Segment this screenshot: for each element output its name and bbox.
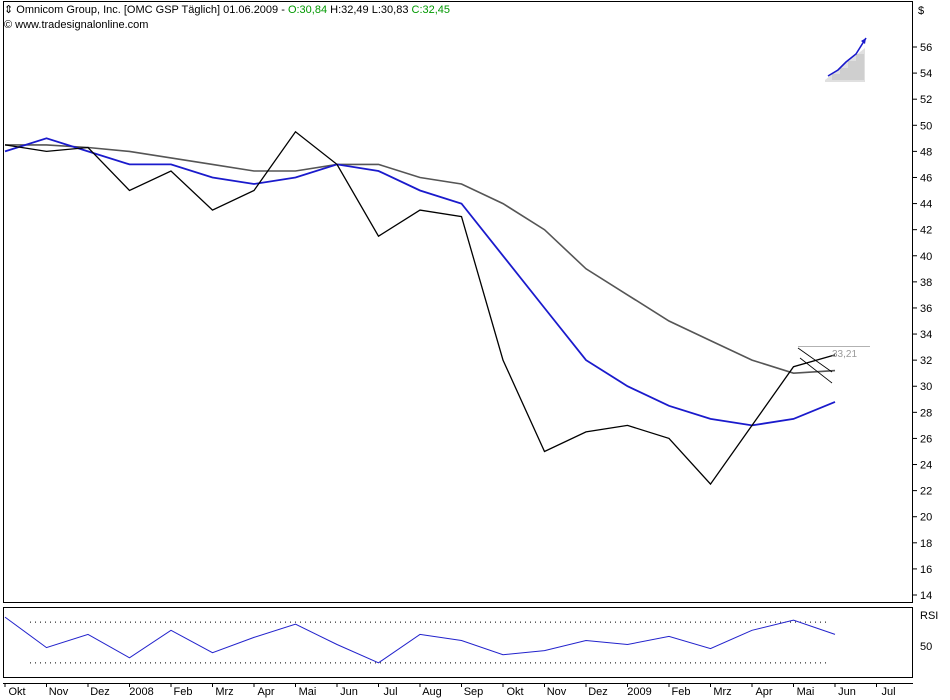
y-tick-label: 36: [920, 303, 932, 315]
x-tick-label: Mrz: [215, 686, 233, 698]
x-tick-label: Apr: [755, 686, 772, 698]
y-tick-label: 38: [920, 277, 932, 289]
last-price-value: 33,21: [832, 349, 857, 360]
y-tick-label: 24: [920, 460, 932, 472]
chart-header: ⇕ Omnicom Group, Inc. [OMC GSP Täglich] …: [4, 3, 450, 16]
y-tick-label: 20: [920, 512, 932, 524]
price-panel-frame: [3, 1, 913, 603]
x-tick-label: 2008: [129, 686, 153, 698]
y-tick-label: 22: [920, 486, 932, 498]
x-tick-label: Feb: [174, 686, 193, 698]
x-tick-label: Nov: [49, 686, 69, 698]
y-tick-label: 48: [920, 146, 932, 158]
header-icon: ⇕: [4, 4, 14, 16]
rsi-levels: [30, 621, 830, 664]
rsi-panel-frame: [3, 607, 913, 678]
currency-label: $: [918, 5, 924, 17]
x-tick-label: Sep: [464, 686, 484, 698]
x-tick-label: Okt: [506, 686, 523, 698]
price-series-line: [4, 130, 836, 486]
y-tick-label: 16: [920, 564, 932, 576]
header-close: C:32,45: [411, 4, 451, 16]
x-tick-label: 2009: [627, 686, 651, 698]
header-title: Omnicom Group, Inc. [OMC GSP Täglich] 01…: [16, 4, 288, 16]
y-tick-label: 44: [920, 199, 932, 211]
copyright-icon: ©: [4, 19, 13, 31]
trendline-lower: [799, 357, 833, 384]
x-axis: Okt Nov Dez 2008 Feb Mrz Apr Mai Jun Jul Aug Sep Okt…: [4, 683, 896, 698]
price-y-axis: 14 16 18 20 22 24 26 28 30 32 34 36 38 40 42 44 46 48 50 52…: [913, 42, 932, 602]
x-tick-label: Feb: [672, 686, 691, 698]
x-tick-label: Dez: [588, 686, 608, 698]
ma-fast-line: [4, 137, 836, 427]
header-open: O:30,84: [287, 4, 328, 16]
x-tick-label: Jun: [838, 686, 856, 698]
source-line: © www.tradesignalonline.com: [4, 19, 148, 31]
x-tick-label: Nov: [547, 686, 567, 698]
rsi-line: [4, 616, 836, 664]
x-tick-label: Dez: [90, 686, 110, 698]
x-tick-label: Mai: [797, 686, 815, 698]
trendline-upper: [797, 347, 833, 373]
rsi-tick-label: 50: [920, 641, 932, 653]
x-tick-label: Mai: [299, 686, 317, 698]
x-tick-label: Okt: [8, 686, 25, 698]
y-tick-label: 32: [920, 355, 932, 367]
header-high: H:32,49: [330, 4, 369, 16]
x-tick-label: Aug: [422, 686, 442, 698]
x-tick-label: Apr: [257, 686, 274, 698]
y-tick-label: 14: [920, 590, 932, 602]
y-tick-label: 46: [920, 172, 932, 184]
y-tick-label: 50: [920, 120, 932, 132]
x-tick-label: Jul: [383, 686, 397, 698]
y-tick-label: 42: [920, 225, 932, 237]
y-tick-label: 28: [920, 407, 932, 419]
rsi-label: RSI: [920, 610, 938, 622]
x-tick-label: Mrz: [713, 686, 731, 698]
y-tick-label: 34: [920, 329, 932, 341]
y-tick-label: 52: [920, 94, 932, 106]
y-tick-label: 30: [920, 381, 932, 393]
y-tick-label: 40: [920, 251, 932, 263]
source-text: www.tradesignalonline.com: [15, 19, 149, 31]
y-tick-label: 18: [920, 538, 932, 550]
x-tick-label: Jun: [340, 686, 358, 698]
y-tick-label: 26: [920, 433, 932, 445]
chart-logo-icon: [825, 37, 867, 82]
header-low: L:30,83: [371, 4, 409, 16]
y-tick-label: 56: [920, 42, 932, 54]
x-tick-label: Jul: [881, 686, 895, 698]
ma-slow-line: [5, 144, 836, 375]
y-tick-label: 54: [920, 68, 932, 80]
